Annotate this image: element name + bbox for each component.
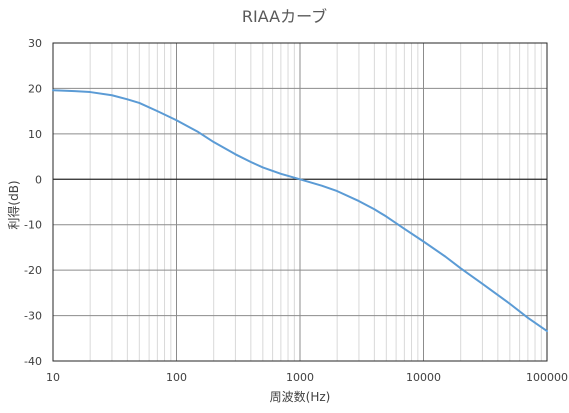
x-axis-label: 周波数(Hz): [270, 389, 331, 404]
plot-frame: [52, 42, 548, 362]
x-tick-label: 1000: [286, 371, 314, 384]
y-tick-label: -10: [24, 219, 42, 232]
y-tick-label: -20: [24, 264, 42, 277]
grid-lines: [52, 42, 548, 362]
y-tick-label: 10: [28, 128, 42, 141]
y-tick-label: 0: [35, 173, 42, 186]
y-tick-label: 30: [28, 37, 42, 50]
y-tick-label: -40: [24, 355, 42, 368]
chart-title: RIAAカーブ: [242, 7, 327, 26]
x-tick-label: 100: [166, 371, 187, 384]
y-tick-label: 20: [28, 82, 42, 95]
y-axis-label: 利得(dB): [6, 180, 21, 229]
x-tick-label: 100000: [526, 371, 568, 384]
riaa-curve-line: [52, 89, 548, 333]
series-layer: [52, 89, 548, 333]
y-tick-label: -30: [24, 310, 42, 323]
axes: [52, 42, 548, 362]
x-tick-label: 10000: [406, 371, 441, 384]
x-tick-label: 10: [46, 371, 60, 384]
